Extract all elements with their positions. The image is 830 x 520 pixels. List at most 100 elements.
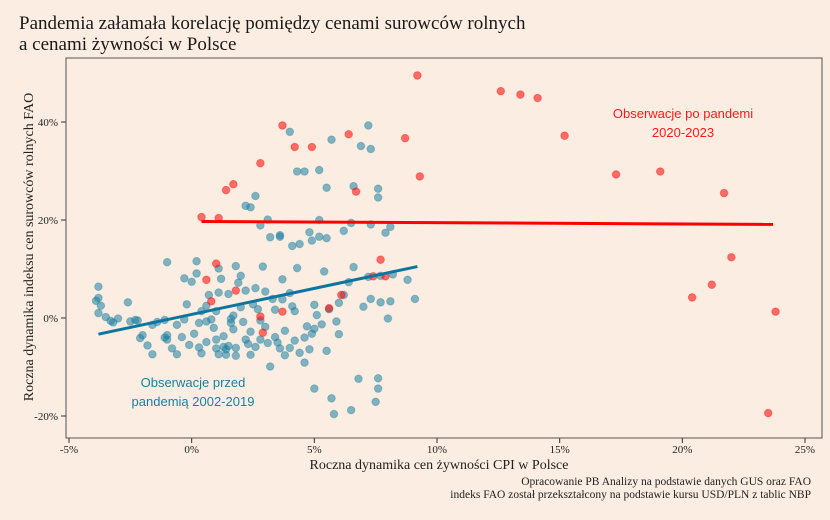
pre-pandemic-point xyxy=(300,358,309,367)
plot-frame xyxy=(65,57,823,439)
pre-pandemic-point xyxy=(231,261,241,271)
x-tick-label: 25% xyxy=(795,444,815,456)
pre-pandemic-point xyxy=(251,191,260,201)
pre-pandemic-point xyxy=(329,409,339,419)
y-tick-label: 0% xyxy=(43,313,58,325)
post-pandemic-point xyxy=(707,280,717,289)
pre-pandemic-point xyxy=(211,335,221,344)
source-note: Opracowanie PB Analizy na podstawie dany… xyxy=(450,476,811,502)
pre-pandemic-point xyxy=(221,350,231,360)
pre-pandemic-point xyxy=(275,230,285,240)
post-pandemic-point xyxy=(256,312,265,321)
pre-pandemic-trend-line xyxy=(98,265,418,336)
pre-pandemic-point xyxy=(123,298,133,307)
pre-pandemic-point xyxy=(322,233,331,243)
pre-pandemic-point xyxy=(246,350,255,360)
pre-pandemic-point xyxy=(143,341,152,350)
pre-pandemic-point xyxy=(206,315,216,324)
x-tick-label: 10% xyxy=(427,444,447,456)
pre-pandemic-point xyxy=(310,324,319,334)
pre-pandemic-point xyxy=(251,283,260,293)
pre-pandemic-point xyxy=(366,294,376,304)
pre-pandemic-point xyxy=(373,373,383,383)
post-pandemic-point xyxy=(560,131,569,141)
chart-title-line-1: Pandemia załamała korelację pomiędzy cen… xyxy=(19,13,526,34)
post-pandemic-point xyxy=(197,212,206,222)
pre-pandemic-point xyxy=(172,349,182,359)
pre-pandemic-point xyxy=(383,314,393,323)
post-pandemic-point xyxy=(351,187,361,196)
source-note-line-1: Opracowanie PB Analizy na podstawie dany… xyxy=(521,476,811,488)
source-note-line-2: indeks FAO został przekształcony na pods… xyxy=(450,489,811,501)
pre-pandemic-point xyxy=(373,193,383,202)
chart-title-line-2: a cenami żywności w Polsce xyxy=(19,34,237,55)
pre-pandemic-point xyxy=(265,362,275,371)
pre-pandemic-point xyxy=(290,336,300,345)
pre-pandemic-point xyxy=(295,239,304,249)
post-pandemic-point xyxy=(413,71,422,80)
pre-pandemic-point xyxy=(366,144,376,154)
pre-annotation-line-1: Obserwacje przed xyxy=(141,375,246,390)
pre-pandemic-point xyxy=(229,311,238,320)
pre-pandemic-point xyxy=(197,348,206,358)
pre-pandemic-point xyxy=(292,167,302,176)
pre-pandemic-point xyxy=(224,289,233,299)
pre-pandemic-point xyxy=(300,167,309,176)
post-pandemic-point xyxy=(611,170,621,179)
pre-pandemic-point xyxy=(349,262,358,272)
pre-pandemic-point xyxy=(231,343,241,353)
pre-pandemic-point xyxy=(270,305,280,314)
pre-pandemic-point xyxy=(241,286,250,295)
y-axis-ticks: -20% 0% 20% 40% xyxy=(34,117,66,423)
pre-pandemic-point xyxy=(359,302,368,312)
pre-pandemic-point xyxy=(172,320,182,330)
pre-pandemic-point xyxy=(290,306,300,316)
pre-pandemic-point xyxy=(192,269,201,278)
post-pandemic-point xyxy=(771,307,780,316)
pre-pandemic-point xyxy=(229,324,238,334)
pre-pandemic-point xyxy=(94,308,103,318)
pre-pandemic-point xyxy=(310,384,319,393)
post-pandemic-point xyxy=(324,303,334,313)
pre-pandemic-point xyxy=(373,184,383,193)
pre-pandemic-point xyxy=(285,343,295,353)
pre-pandemic-point xyxy=(224,341,233,351)
pre-pandemic-point xyxy=(386,297,395,306)
x-tick-label: 0% xyxy=(184,444,199,456)
post-pandemic-point xyxy=(221,185,231,195)
pre-pandemic-point xyxy=(253,304,263,314)
pre-pandemic-point xyxy=(371,397,380,407)
pre-pandemic-point xyxy=(314,232,324,241)
pre-pandemic-point xyxy=(403,275,412,285)
pre-pandemic-point xyxy=(310,300,319,310)
post-pandemic-point xyxy=(533,93,542,103)
y-tick-label: 40% xyxy=(38,117,58,129)
pre-pandemic-point xyxy=(263,338,273,348)
post-pandemic-point xyxy=(337,290,346,300)
pre-pandemic-point xyxy=(346,405,356,415)
pre-pandemic-point xyxy=(280,326,290,336)
pre-pandemic-point xyxy=(334,329,344,339)
pre-pandemic-point xyxy=(260,287,270,296)
chart-title: Pandemia załamała korelację pomiędzy cen… xyxy=(19,13,525,55)
pre-pandemic-point xyxy=(216,274,226,284)
pre-pandemic-point xyxy=(364,121,373,130)
pre-pandemic-point xyxy=(305,227,314,237)
pre-pandemic-point xyxy=(302,322,312,331)
pre-pandemic-point xyxy=(231,351,241,361)
pre-pandemic-point xyxy=(314,165,324,175)
pre-annotation-line-2: pandemią 2002-2019 xyxy=(132,394,255,409)
pre-pandemic-point xyxy=(138,330,147,340)
pre-pandemic-point xyxy=(162,335,172,344)
post-pandemic-point xyxy=(719,188,729,198)
post-pandemic-point xyxy=(687,293,697,302)
pre-pandemic-point xyxy=(184,340,194,350)
pre-pandemic-point xyxy=(133,316,142,325)
y-axis-label: Roczna dynamika indeksu cen surowców rol… xyxy=(22,93,37,401)
pre-pandemic-point xyxy=(312,310,322,320)
post-pandemic-trend-line xyxy=(201,219,774,226)
pre-pandemic-point xyxy=(192,256,201,266)
pre-pandemic-point xyxy=(319,267,329,276)
pre-pandemic-point xyxy=(305,345,314,354)
post-pandemic-point xyxy=(229,179,238,189)
